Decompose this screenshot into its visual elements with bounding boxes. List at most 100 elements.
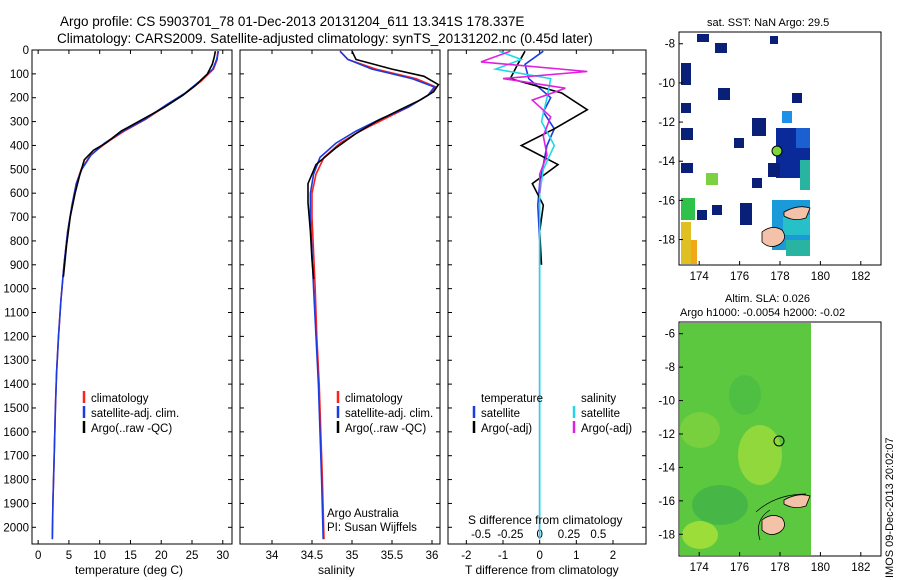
sst-pixel (712, 205, 722, 215)
depth-tick-label: 1600 (3, 427, 29, 439)
legend-climatology: climatology (345, 393, 403, 405)
sst-pixel (697, 34, 709, 42)
depth-tick-label: 1100 (4, 308, 29, 320)
map-x-tick-label: 174 (690, 562, 710, 574)
s-tick-label: 0.25 (558, 529, 580, 541)
bathymetry-contour (755, 493, 807, 541)
depth-tick-label: 2000 (3, 522, 29, 534)
depth-ticks: 0 100 200 300 400 500 600 700 800 900 1000 1100 1200… (3, 45, 232, 534)
map-y-tick-label: -10 (658, 78, 675, 90)
difference-y-ticks (448, 49, 646, 528)
legend-argo: Argo(..raw -QC) (345, 423, 426, 435)
side-text-container: IMOS 09-Dec-2013 20:02:07 (884, 378, 900, 578)
salinity-panel: 34 34.5 35 35.5 36 salinity climatology sate… (239, 49, 441, 577)
legend-satellite: satellite-adj. clim. (91, 408, 179, 420)
t-diff-label: T difference from climatology (465, 563, 619, 577)
island-vanua-levu (783, 494, 811, 508)
sla-anomaly-high (738, 425, 782, 485)
x-tick-label: 35 (346, 550, 359, 562)
sst-pixel (681, 103, 691, 113)
map-x-tick-label: 174 (690, 271, 710, 283)
salinity-xlabel: salinity (318, 563, 355, 577)
sst-pixel (740, 203, 752, 225)
legend-sal-title: salinity (581, 393, 616, 405)
salinity-x-ticks: 34 34.5 35 35.5 36 (266, 50, 438, 562)
depth-tick-label: 100 (10, 69, 29, 81)
salinity-lines (307, 50, 440, 540)
depth-tick-label: 900 (10, 260, 29, 272)
legend-sal-argo: Argo(-adj) (581, 423, 632, 435)
sst-pixel (681, 63, 691, 85)
sla-map-axes: 174 176 178 180 182 -6 -8 -10 -12 -14 -16 -18 (658, 329, 870, 574)
line-argo-raw-qc- (307, 50, 440, 280)
sst-pixel (706, 173, 718, 185)
sst-pixel (783, 215, 810, 235)
line-satellite-adj-clim- (309, 50, 436, 540)
map-y-tick-label: -12 (658, 429, 675, 441)
x-tick-label: 30 (216, 550, 229, 562)
map-y-tick-label: -14 (658, 462, 675, 474)
legend-temp-sat: satellite (481, 408, 520, 420)
sst-pixel (792, 93, 802, 103)
depth-tick-label: 1900 (3, 498, 29, 510)
s-tick-label: -0.25 (497, 529, 523, 541)
legend-satellite: satellite-adj. clim. (345, 408, 433, 420)
map-x-tick-label: 180 (811, 562, 830, 574)
map-x-tick-label: 182 (851, 271, 870, 283)
map-x-tick-label: 182 (851, 562, 870, 574)
map-y-tick-label: -10 (658, 396, 675, 408)
annotation-line2: PI: Susan Wijffels (327, 522, 417, 534)
s-diff-label: S difference from climatology (468, 513, 623, 527)
legend-temp-argo: Argo(-adj) (481, 423, 532, 435)
sst-pixel (681, 222, 691, 264)
sla-anomaly-low (692, 485, 748, 525)
sst-pixel (734, 138, 744, 148)
difference-axes-frame (447, 49, 647, 545)
s-tick-label: 0.5 (590, 529, 606, 541)
depth-tick-label: 1000 (3, 284, 29, 296)
header-line1: Argo profile: CS 5903701_78 01-Dec-2013 … (60, 14, 524, 29)
x-tick-label: 2 (610, 550, 616, 562)
sst-pixel (770, 36, 778, 44)
difference-s-ticks: -0.5 -0.25 0 0.25 0.5 (471, 529, 606, 541)
depth-tick-label: 1300 (3, 355, 29, 367)
depth-tick-label: 1700 (3, 451, 29, 463)
x-tick-label: 10 (93, 550, 106, 562)
annotation-line1: Argo Australia (327, 508, 399, 520)
line-s-argo-adj- (480, 50, 588, 194)
salinity-legend: climatology satellite-adj. clim. Argo(..… (336, 391, 433, 435)
map-y-tick-label: -8 (665, 362, 675, 374)
sst-pixel (681, 163, 693, 173)
depth-tick-label: 1200 (3, 331, 29, 343)
sst-pixel (697, 210, 707, 220)
argo-float-marker (771, 145, 783, 157)
x-tick-label: 20 (155, 550, 168, 562)
s-tick-label: -0.5 (471, 529, 491, 541)
island-vanua-levu (783, 206, 811, 220)
legend-sal-sat: satellite (581, 408, 620, 420)
depth-tick-label: 200 (10, 93, 29, 105)
sst-pixel (681, 128, 693, 140)
difference-lines (480, 50, 589, 540)
x-tick-label: 1 (573, 550, 579, 562)
line-t-argo-adj- (509, 50, 589, 265)
sla-title1: Altim. SLA: 0.026 (725, 293, 810, 305)
depth-tick-label: 600 (10, 188, 29, 200)
depth-tick-label: 1500 (3, 403, 29, 415)
sla-map: Altim. SLA: 0.026 Argo h1000: -0.0054 h2… (658, 293, 882, 574)
line-s-satellite (492, 50, 556, 540)
map-y-tick-label: -8 (665, 39, 675, 51)
salinity-axes-frame (239, 49, 441, 545)
island-viti-levu (761, 515, 785, 535)
difference-legend: temperature satellite Argo(-adj) salinit… (472, 393, 632, 435)
difference-x-ticks: -2 -1 0 1 2 (461, 50, 616, 562)
map-y-tick-label: -18 (658, 235, 675, 247)
x-tick-label: 5 (66, 550, 72, 562)
sla-anomaly (680, 412, 720, 448)
x-tick-label: 0 (35, 550, 41, 562)
sst-pixels (681, 34, 810, 264)
sst-pixel (715, 43, 727, 53)
imos-timestamp: IMOS 09-Dec-2013 20:02:07 (884, 437, 896, 578)
sla-anomaly (729, 375, 761, 415)
sst-map: sat. SST: NaN Argo: 29.5 (658, 17, 882, 283)
